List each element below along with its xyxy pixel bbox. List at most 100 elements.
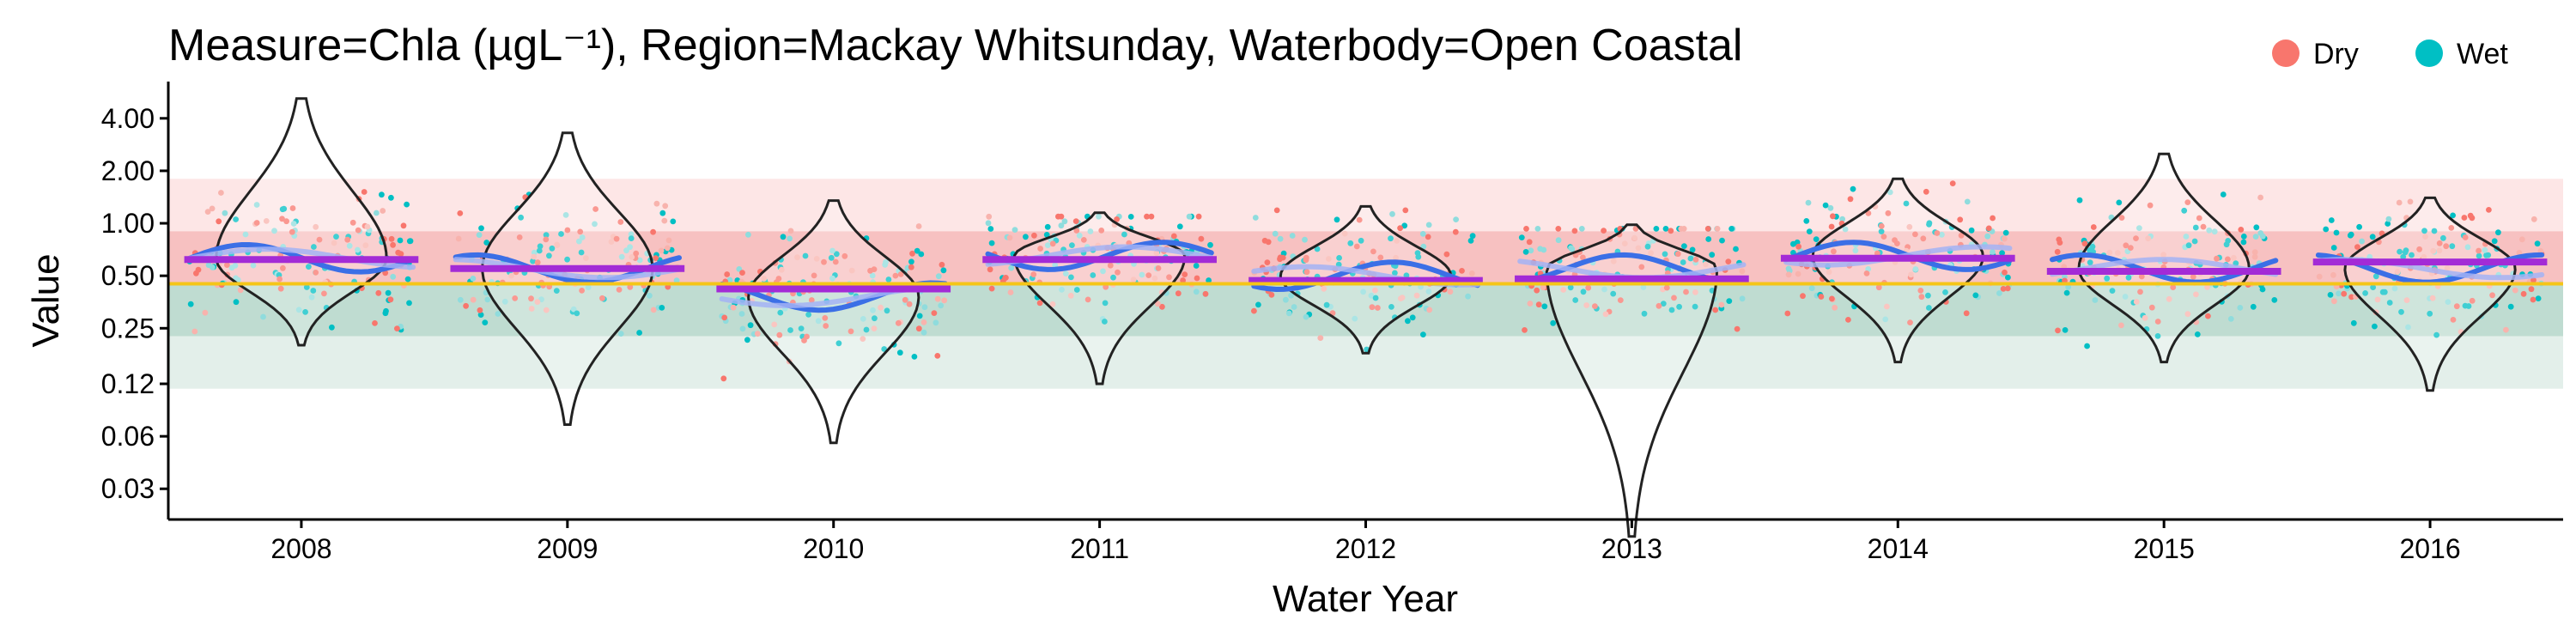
point: [1073, 287, 1080, 293]
point: [1321, 285, 1327, 292]
point: [1096, 213, 1102, 220]
point: [280, 264, 286, 271]
point: [313, 223, 319, 230]
point: [1072, 218, 1079, 224]
point: [1059, 287, 1065, 293]
point: [2462, 234, 2469, 240]
point: [1714, 226, 1721, 232]
point: [1687, 255, 1694, 262]
point: [802, 252, 809, 259]
point: [2092, 297, 2099, 303]
point: [2381, 289, 2388, 295]
point: [628, 231, 635, 238]
point: [1949, 180, 1956, 187]
point: [1314, 246, 1321, 252]
point: [908, 258, 914, 265]
point: [934, 295, 941, 302]
point: [1273, 207, 1280, 214]
point: [193, 270, 199, 276]
point: [1003, 275, 1009, 281]
point: [1968, 227, 1975, 234]
point: [1999, 250, 2006, 257]
point: [306, 264, 312, 270]
point: [477, 307, 483, 313]
trend-2014: [1783, 240, 2013, 272]
point: [2489, 292, 2496, 299]
point: [2330, 245, 2337, 251]
x-tick-label: 2011: [1070, 533, 1129, 564]
point: [333, 234, 339, 240]
point: [1522, 249, 1529, 255]
point: [543, 232, 550, 239]
x-tick-label: 2012: [1335, 533, 1396, 564]
point: [2429, 295, 2436, 301]
point: [1175, 290, 1182, 297]
point: [2118, 322, 2124, 329]
annual-means: [184, 254, 2548, 293]
point: [2076, 197, 2083, 204]
point: [1534, 287, 1540, 294]
point: [516, 234, 523, 240]
point: [1031, 232, 1037, 239]
point: [1610, 258, 1617, 264]
point: [1303, 269, 1310, 276]
point: [1076, 232, 1083, 239]
point: [2106, 249, 2113, 256]
point: [1289, 233, 1296, 239]
point: [2138, 273, 2145, 280]
point: [720, 375, 727, 382]
point: [271, 228, 277, 234]
point: [829, 247, 835, 254]
point: [2257, 194, 2264, 201]
point: [379, 191, 385, 198]
point: [2491, 238, 2498, 245]
point: [1102, 300, 1109, 307]
point: [1826, 269, 1832, 276]
point: [1336, 255, 1342, 261]
point: [455, 235, 462, 242]
point: [277, 285, 284, 292]
point: [1541, 303, 1548, 310]
point: [653, 255, 659, 261]
point: [385, 289, 392, 296]
point: [1803, 218, 1810, 224]
point: [2485, 252, 2492, 258]
point: [1668, 228, 1674, 234]
point: [1712, 307, 1719, 313]
legend-wet-label: Wet: [2457, 38, 2508, 70]
y-tick-label: 0.06: [101, 421, 155, 452]
point: [1925, 292, 1931, 299]
point: [2348, 294, 2354, 301]
point: [1813, 236, 1820, 242]
point: [276, 276, 283, 283]
point: [1621, 240, 1628, 246]
point: [1907, 319, 1913, 325]
point: [1886, 189, 1893, 196]
y-tick-label: 4.00: [101, 103, 155, 134]
point: [1153, 250, 1160, 256]
y-axis-label: Value: [25, 253, 67, 347]
point: [2251, 249, 2258, 256]
point: [404, 276, 411, 283]
point: [636, 257, 643, 264]
point: [914, 247, 920, 254]
point: [1885, 210, 1892, 216]
point: [2453, 303, 2460, 310]
point: [1526, 239, 1533, 246]
point: [394, 325, 400, 331]
point: [2183, 234, 2190, 240]
point: [739, 270, 745, 276]
point: [1942, 289, 1948, 295]
point: [1006, 234, 1013, 241]
violins: [215, 97, 2517, 538]
point: [2443, 243, 2450, 250]
point: [1370, 248, 1376, 255]
point: [2482, 246, 2488, 253]
point: [2359, 238, 2366, 245]
point: [1602, 311, 1609, 318]
legend-dry-swatch: [2272, 39, 2300, 67]
point: [1186, 213, 1193, 220]
band-0: [168, 179, 2563, 232]
point: [1062, 270, 1069, 276]
point: [1323, 301, 1330, 308]
